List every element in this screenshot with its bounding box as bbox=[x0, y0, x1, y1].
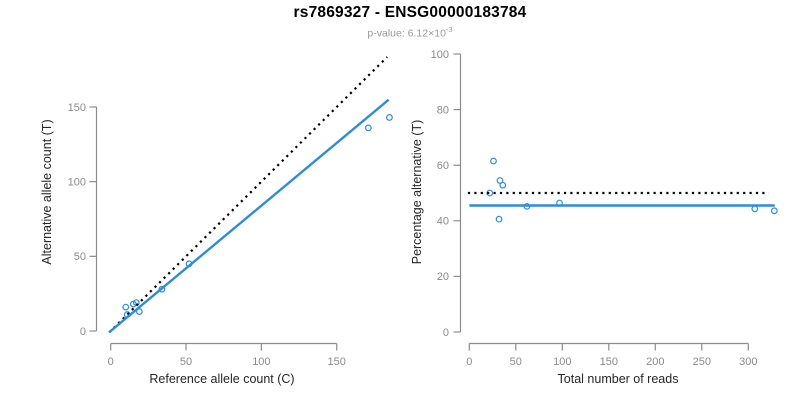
x-axis-title: Total number of reads bbox=[558, 372, 679, 386]
data-point bbox=[386, 114, 393, 121]
data-point bbox=[751, 205, 759, 213]
y-tick-label: 100 bbox=[68, 176, 86, 188]
y-tick-label: 150 bbox=[68, 102, 86, 114]
y-tick-label: 40 bbox=[437, 216, 449, 228]
x-tick-label: 200 bbox=[646, 356, 664, 368]
data-point bbox=[122, 303, 130, 311]
data-point bbox=[495, 215, 503, 223]
x-tick-label: 150 bbox=[328, 356, 346, 368]
x-tick-label: 50 bbox=[180, 356, 192, 368]
y-tick-label: 0 bbox=[443, 327, 449, 339]
x-tick-label: 0 bbox=[108, 356, 114, 368]
x-tick-label: 300 bbox=[739, 356, 757, 368]
y-tick-label: 80 bbox=[437, 104, 449, 116]
y-tick-label: 20 bbox=[437, 271, 449, 283]
y-axis-title: Percentage alternative (T) bbox=[410, 120, 424, 265]
x-axis-title: Reference allele count (C) bbox=[149, 372, 294, 386]
x-tick-label: 100 bbox=[252, 356, 270, 368]
x-tick-label: 250 bbox=[693, 356, 711, 368]
y-tick-label: 100 bbox=[431, 49, 449, 61]
data-point bbox=[132, 299, 140, 307]
x-tick-label: 0 bbox=[466, 356, 472, 368]
x-tick-label: 100 bbox=[553, 356, 571, 368]
data-point bbox=[770, 207, 778, 215]
y-tick-label: 50 bbox=[74, 251, 86, 263]
data-point bbox=[135, 308, 143, 315]
y-tick-label: 60 bbox=[437, 160, 449, 172]
x-tick-label: 50 bbox=[510, 356, 522, 368]
x-tick-label: 150 bbox=[600, 356, 618, 368]
data-point bbox=[499, 181, 507, 189]
y-tick-label: 0 bbox=[80, 326, 86, 338]
percentage-panel: 0 20 40 60 80 100 0 50 100 150 200 250 300 Total numb… bbox=[410, 49, 778, 386]
data-point bbox=[490, 157, 497, 165]
identity-line bbox=[108, 56, 388, 334]
data-point bbox=[486, 189, 494, 197]
fit-line bbox=[108, 98, 390, 334]
y-axis-title: Alternative allele count (T) bbox=[40, 119, 54, 264]
allele-count-panel: 0 50 100 150 0 50 100 150 Reference allele count… bbox=[40, 56, 393, 386]
data-point bbox=[364, 124, 372, 132]
